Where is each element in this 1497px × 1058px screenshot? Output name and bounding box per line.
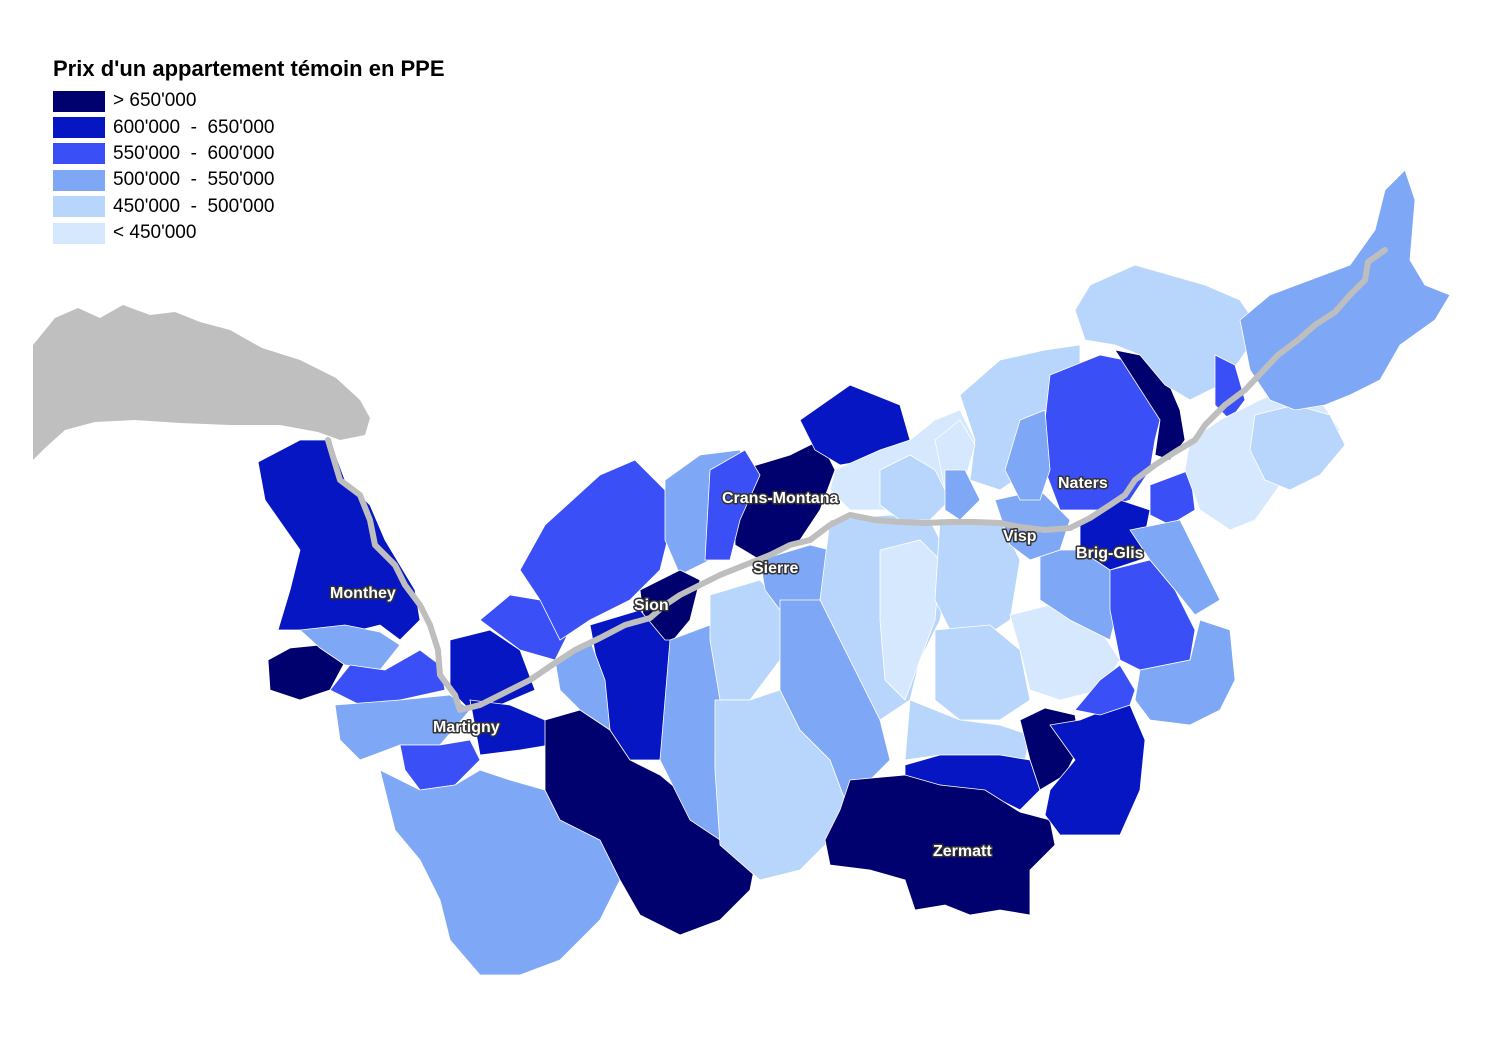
- legend: Prix d'un appartement témoin en PPE > 65…: [53, 56, 445, 246]
- region-monthey[interactable]: [257, 439, 421, 641]
- region-conthey[interactable]: [519, 459, 671, 641]
- legend-item: < 450'000: [53, 220, 445, 246]
- region-ried-brig[interactable]: [1149, 469, 1196, 526]
- lake-geneva: [33, 305, 370, 460]
- rhone-river: [325, 247, 1388, 713]
- legend-swatch: [53, 143, 105, 165]
- legend-swatch: [53, 117, 105, 139]
- city-label-visp: Visp: [1003, 528, 1037, 545]
- region-gondo[interactable]: [1134, 619, 1236, 726]
- legend-item: 550'000 - 600'000: [53, 141, 445, 167]
- region-goms-west[interactable]: [1249, 404, 1346, 491]
- legend-label: 450'000 - 500'000: [113, 195, 275, 217]
- region-monthey-west[interactable]: [267, 644, 346, 701]
- region-brig-east[interactable]: [1129, 519, 1221, 616]
- city-label-martigny: Martigny: [433, 719, 500, 736]
- city-label-brig-glis: Brig-Glis: [1076, 545, 1144, 562]
- legend-label: 600'000 - 650'000: [113, 116, 275, 138]
- city-label-sierre: Sierre: [753, 560, 798, 577]
- region-leuk[interactable]: [879, 454, 951, 521]
- region-bagnes[interactable]: [379, 769, 621, 976]
- legend-label: < 450'000: [113, 222, 197, 244]
- city-label-crans-montana: Crans-Montana: [722, 490, 839, 507]
- region-champery[interactable]: [299, 624, 401, 671]
- legend-item: > 650'000: [53, 88, 445, 114]
- legend-swatch: [53, 196, 105, 218]
- region-entremont-north[interactable]: [399, 739, 481, 791]
- legend-swatch: [53, 90, 105, 112]
- legend-label: > 650'000: [113, 90, 197, 112]
- city-label-sion: Sion: [634, 597, 669, 614]
- legend-label: 550'000 - 600'000: [113, 142, 275, 164]
- region-zermatt[interactable]: [824, 774, 1056, 916]
- city-label-naters: Naters: [1058, 475, 1108, 492]
- region-simplon-south[interactable]: [1074, 664, 1136, 716]
- legend-label: 500'000 - 550'000: [113, 169, 275, 191]
- legend-swatch: [53, 169, 105, 191]
- legend-item: 500'000 - 550'000: [53, 167, 445, 193]
- city-label-zermatt: Zermatt: [933, 843, 992, 860]
- region-turtmanntal[interactable]: [779, 599, 891, 801]
- region-goms[interactable]: [1239, 169, 1451, 411]
- region-leukerbad-south[interactable]: [944, 469, 981, 521]
- region-turtmann-light[interactable]: [879, 539, 941, 701]
- legend-title: Prix d'un appartement témoin en PPE: [53, 56, 445, 81]
- legend-item: 600'000 - 650'000: [53, 114, 445, 140]
- legend-swatch: [53, 222, 105, 244]
- region-lens[interactable]: [704, 449, 761, 561]
- region-lötschental[interactable]: [1004, 409, 1051, 501]
- legend-item: 450'000 - 500'000: [53, 194, 445, 220]
- city-label-monthey: Monthey: [330, 585, 396, 602]
- region-stalden[interactable]: [934, 624, 1031, 721]
